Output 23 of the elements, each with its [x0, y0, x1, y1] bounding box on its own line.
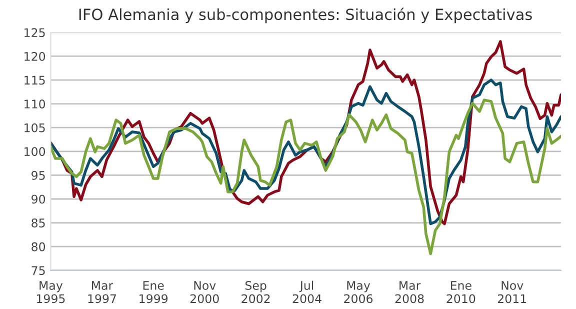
y-tick-label: 80: [32, 242, 46, 252]
y-tick-label: 90: [32, 194, 46, 204]
y-tick-label: 100: [24, 147, 46, 156]
y-tick-label: 105: [24, 123, 45, 132]
y-tick-label: 110: [24, 100, 46, 108]
y-tick-label: 75: [32, 266, 45, 276]
x-tick-label: Nov 2000: [190, 281, 219, 304]
x-tick-label: Jul 2004: [292, 280, 322, 304]
y-tick-label: 115: [24, 76, 45, 85]
y-tick-label: 120: [24, 52, 46, 61]
x-tick-label: Sep 2002: [242, 281, 270, 304]
x-tick-label: Mar 2008: [395, 281, 424, 304]
x-tick-label: Nov 2011: [498, 281, 526, 304]
x-tick-label: May 1995: [36, 281, 65, 304]
x-tick-label: Ene 1999: [140, 281, 168, 304]
x-tick-label: Mar 1997: [88, 281, 116, 304]
line-series: [50, 98, 562, 256]
x-tick-label: May 2006: [344, 281, 373, 304]
chart-title: IFO Alemania y sub-componentes: Situación y Expectativas: [79, 8, 532, 24]
y-tick-label: 85: [32, 218, 45, 228]
y-tick-label: 125: [24, 28, 45, 38]
y-tick-label: 95: [32, 170, 45, 180]
x-tick-label: Ene 2010: [446, 281, 476, 304]
